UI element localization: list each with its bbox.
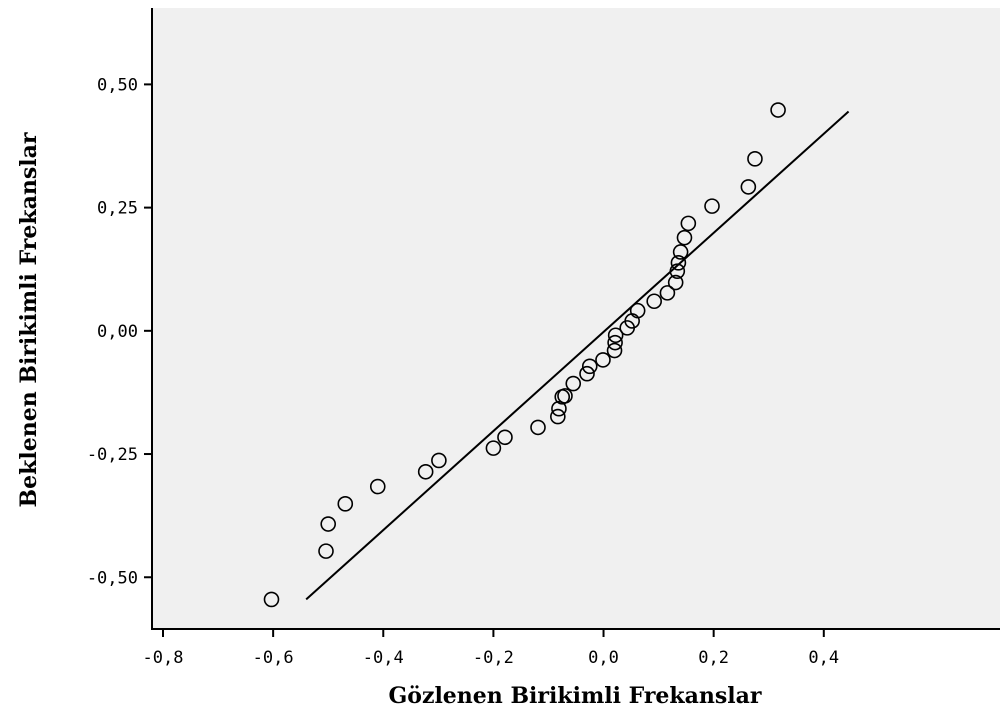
y-tick-label: 0,50 [97,75,138,95]
data-point [740,179,757,195]
data-point [337,496,354,512]
data-point [550,408,566,425]
data-point [670,255,687,271]
data-point [676,229,693,246]
y-tick-label: -0,25 [87,445,138,465]
data-point [557,388,573,404]
data-point [607,334,623,351]
y-tick-label: -0,50 [87,568,138,588]
data-point [667,274,684,291]
x-tick-label: 0,4 [808,648,839,668]
data-point [530,419,546,436]
data-point [606,342,623,359]
x-tick-label: -0,6 [253,648,294,668]
y-tick-label: 0,00 [97,322,138,342]
y-tick-label: 0,25 [97,199,138,219]
x-tick-label: -0,2 [473,648,514,668]
data-point [704,198,720,214]
x-tick-label: 0,0 [588,648,619,668]
data-point [770,102,786,118]
data-point [680,215,697,232]
data-point [369,478,386,495]
data-point [646,293,662,310]
plot-area-background [152,8,1000,629]
data-point [431,452,447,469]
data-point [497,429,513,446]
data-point [747,151,763,167]
x-tick-label: 0,2 [698,648,729,668]
x-tick-label: -0,8 [143,648,184,668]
data-point [318,543,334,559]
data-point [263,591,280,608]
data-point [595,352,611,368]
data-point [417,463,434,480]
data-point [669,263,686,279]
data-point [607,327,624,344]
data-point [672,244,689,260]
data-point [659,285,676,301]
data-point [581,358,598,375]
reference-line [305,110,850,601]
data-point [320,516,337,532]
x-axis-title: Gözlenen Birikimli Frekanslar [388,683,761,709]
data-point [629,302,646,319]
data-point [485,440,502,456]
data-point [565,375,582,392]
data-point [551,400,567,417]
x-tick-label: -0,4 [363,648,404,668]
data-point [579,365,595,382]
y-axis-title: Beklenen Birikimli Frekanslar [16,132,42,507]
